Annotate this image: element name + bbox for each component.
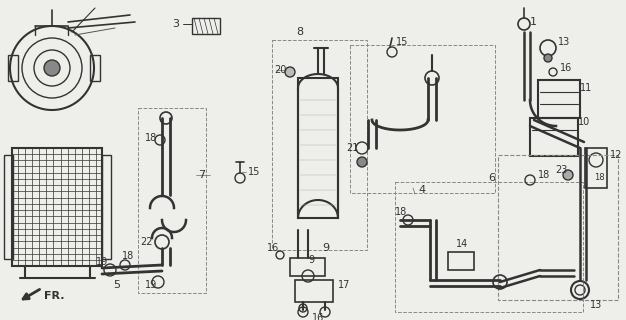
Bar bbox=[498, 155, 618, 300]
Bar bbox=[8, 55, 18, 81]
Text: 9: 9 bbox=[308, 255, 314, 265]
Text: 7: 7 bbox=[198, 170, 205, 180]
Bar bbox=[272, 40, 367, 250]
Text: 22: 22 bbox=[140, 237, 153, 247]
Text: 1: 1 bbox=[530, 17, 537, 27]
Text: 18: 18 bbox=[538, 170, 550, 180]
Circle shape bbox=[563, 170, 573, 180]
Bar bbox=[102, 155, 111, 259]
Text: 4: 4 bbox=[418, 185, 425, 195]
Circle shape bbox=[357, 157, 367, 167]
Text: 16: 16 bbox=[560, 63, 572, 73]
Text: 13: 13 bbox=[558, 37, 570, 47]
Text: 19: 19 bbox=[96, 257, 108, 267]
Bar bbox=[295, 280, 333, 302]
Circle shape bbox=[44, 60, 60, 76]
Bar bbox=[530, 118, 578, 156]
Bar bbox=[585, 148, 607, 188]
Text: 17: 17 bbox=[338, 280, 351, 290]
Text: 10: 10 bbox=[578, 117, 590, 127]
Bar bbox=[298, 78, 338, 218]
Bar bbox=[538, 80, 580, 118]
Text: 18: 18 bbox=[122, 251, 134, 261]
Text: 16: 16 bbox=[312, 313, 324, 320]
Text: 18: 18 bbox=[395, 207, 408, 217]
Bar bbox=[290, 258, 325, 276]
Circle shape bbox=[544, 54, 552, 62]
Text: 18: 18 bbox=[145, 133, 157, 143]
Circle shape bbox=[285, 67, 295, 77]
Bar bbox=[90, 55, 100, 81]
Text: 8: 8 bbox=[296, 27, 303, 37]
Text: 11: 11 bbox=[580, 83, 592, 93]
Text: 16: 16 bbox=[267, 243, 279, 253]
Text: 3: 3 bbox=[172, 19, 179, 29]
Bar bbox=[12, 148, 102, 266]
Text: 14: 14 bbox=[456, 239, 468, 249]
Text: 20: 20 bbox=[274, 65, 286, 75]
Text: 13: 13 bbox=[590, 300, 602, 310]
Text: 23: 23 bbox=[555, 165, 567, 175]
Text: 6: 6 bbox=[488, 173, 495, 183]
Bar bbox=[4, 155, 13, 259]
Text: 18: 18 bbox=[594, 173, 605, 182]
Bar bbox=[448, 252, 474, 270]
Text: 15: 15 bbox=[396, 37, 408, 47]
Text: FR.: FR. bbox=[44, 291, 64, 301]
Bar bbox=[192, 18, 220, 34]
Text: 12: 12 bbox=[610, 150, 622, 160]
Bar bbox=[395, 182, 583, 312]
Text: 15: 15 bbox=[248, 167, 260, 177]
Text: 9: 9 bbox=[322, 243, 329, 253]
Text: 21: 21 bbox=[346, 143, 358, 153]
Text: 19: 19 bbox=[145, 280, 157, 290]
Bar bbox=[350, 45, 495, 193]
Bar bbox=[138, 108, 206, 293]
Text: 5: 5 bbox=[113, 280, 120, 290]
